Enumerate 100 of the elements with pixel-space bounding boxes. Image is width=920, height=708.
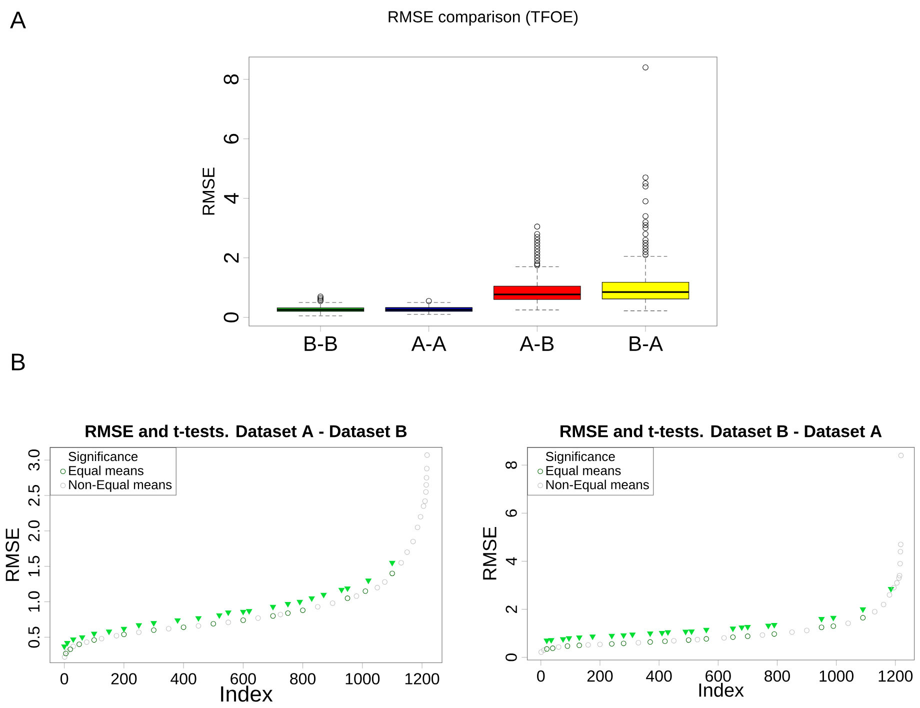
point bbox=[609, 641, 614, 647]
point bbox=[270, 613, 276, 619]
point bbox=[120, 626, 127, 632]
point bbox=[420, 503, 426, 509]
point bbox=[216, 613, 222, 619]
x-tick-label: 1000 bbox=[820, 670, 854, 682]
point bbox=[891, 584, 897, 590]
y-tick-label: 2 bbox=[224, 253, 239, 263]
point bbox=[418, 514, 424, 520]
y-tick-label: 0.5 bbox=[28, 626, 40, 648]
x-tick-label: A-B bbox=[520, 336, 554, 351]
point bbox=[548, 638, 554, 644]
point bbox=[789, 629, 795, 635]
point bbox=[414, 524, 420, 530]
x-tick-label: 600 bbox=[230, 673, 256, 684]
point bbox=[404, 550, 410, 555]
point bbox=[694, 636, 700, 642]
point bbox=[62, 654, 68, 660]
point bbox=[424, 475, 430, 480]
point bbox=[180, 624, 186, 630]
point bbox=[398, 560, 404, 566]
y-tick-label: 4 bbox=[224, 193, 239, 204]
x-tick-label: 0 bbox=[60, 673, 68, 684]
point bbox=[70, 644, 76, 650]
y-tick-label: 8 bbox=[506, 461, 517, 469]
x-tick-label: 1200 bbox=[405, 673, 440, 684]
text: A bbox=[10, 12, 26, 28]
point bbox=[70, 637, 76, 643]
point bbox=[424, 466, 430, 472]
legend-label: Non-Equal means bbox=[69, 480, 172, 492]
y-tick-label: 2.5 bbox=[28, 485, 40, 506]
y-tick-label: 0 bbox=[224, 312, 239, 322]
y-axis-title: RMSE bbox=[202, 168, 215, 215]
point bbox=[240, 618, 246, 623]
point bbox=[818, 624, 824, 630]
legend-title: Significance bbox=[546, 452, 615, 464]
point bbox=[830, 616, 836, 622]
point bbox=[121, 632, 127, 638]
point bbox=[374, 584, 380, 590]
point bbox=[61, 644, 68, 650]
point bbox=[196, 623, 202, 629]
point bbox=[845, 620, 851, 626]
y-tick-label: 6 bbox=[224, 134, 239, 144]
point bbox=[560, 637, 566, 643]
point bbox=[830, 623, 836, 629]
point bbox=[896, 572, 902, 578]
x-tick-label: 1000 bbox=[346, 673, 380, 684]
point bbox=[620, 633, 627, 639]
point bbox=[344, 596, 350, 601]
point bbox=[550, 646, 556, 651]
y-tick-label: 8 bbox=[224, 74, 239, 84]
point bbox=[246, 609, 252, 614]
x-tick-label: B-B bbox=[304, 336, 337, 351]
point bbox=[255, 615, 261, 621]
point bbox=[898, 548, 904, 554]
point bbox=[195, 616, 202, 622]
point bbox=[64, 640, 70, 646]
point bbox=[68, 646, 73, 652]
point bbox=[382, 579, 388, 585]
point bbox=[898, 542, 904, 548]
point bbox=[424, 452, 430, 458]
legend-label: Equal means bbox=[69, 466, 144, 478]
point bbox=[538, 649, 544, 655]
legend-label: Equal means bbox=[546, 466, 621, 478]
point bbox=[423, 489, 429, 495]
point bbox=[210, 621, 216, 626]
point bbox=[704, 636, 709, 642]
y-tick-label: 2.0 bbox=[28, 520, 40, 542]
legend-title: Significance bbox=[68, 452, 138, 464]
y-axis-title: RMSE bbox=[482, 527, 496, 580]
point bbox=[344, 586, 351, 592]
point bbox=[686, 637, 692, 643]
point bbox=[897, 560, 903, 566]
point bbox=[647, 631, 654, 637]
x-tick-label: A-A bbox=[411, 336, 446, 351]
point bbox=[886, 592, 892, 598]
point bbox=[225, 610, 232, 616]
x-tick-label: 400 bbox=[646, 670, 672, 682]
x-tick-label: 400 bbox=[170, 673, 196, 684]
point bbox=[308, 596, 315, 602]
point bbox=[240, 610, 246, 616]
point bbox=[424, 482, 429, 488]
point bbox=[320, 592, 327, 598]
point bbox=[91, 637, 97, 643]
point bbox=[620, 640, 626, 646]
x-tick-label: 1200 bbox=[878, 670, 913, 682]
point bbox=[662, 638, 668, 644]
y-tick-label: 1.0 bbox=[28, 591, 40, 612]
point bbox=[84, 639, 90, 645]
point bbox=[576, 636, 582, 641]
point bbox=[98, 636, 104, 642]
point bbox=[362, 588, 368, 594]
x-tick-label: 800 bbox=[764, 670, 790, 682]
point bbox=[860, 615, 866, 620]
point bbox=[300, 608, 306, 613]
point bbox=[564, 643, 570, 649]
point bbox=[278, 612, 284, 618]
point bbox=[296, 600, 303, 606]
point bbox=[556, 644, 562, 650]
point bbox=[658, 630, 666, 636]
